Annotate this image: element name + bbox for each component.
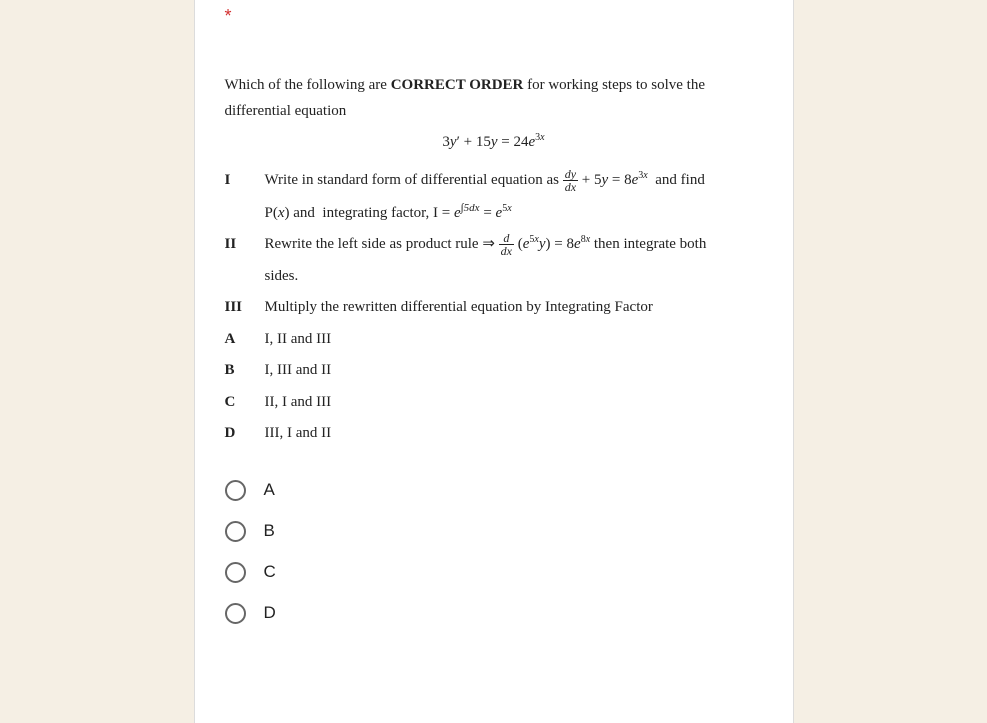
option-d[interactable]: D xyxy=(225,593,763,634)
answer-b-text: I, III and II xyxy=(265,355,763,387)
answer-d-label: D xyxy=(225,418,265,450)
step-ii-text-a: Rewrite the left side as product rule ⇒ xyxy=(265,236,499,252)
steps-table: I Write in standard form of differential… xyxy=(225,165,763,450)
step-ii-content: Rewrite the left side as product rule ⇒ … xyxy=(265,229,763,292)
answer-d-text: III, I and II xyxy=(265,418,763,450)
answer-a-text: I, II and III xyxy=(265,324,763,356)
option-c-label: C xyxy=(264,562,276,582)
answer-a-label: A xyxy=(225,324,265,356)
required-marker: * xyxy=(225,0,763,27)
step-i-text-c: P(x) and integrating factor, I = e∫5dx =… xyxy=(265,205,512,221)
answer-c: C II, I and III xyxy=(225,387,763,419)
option-a-label: A xyxy=(264,480,275,500)
radio-icon xyxy=(225,480,246,501)
option-c[interactable]: C xyxy=(225,552,763,593)
step-i-content: Write in standard form of differential e… xyxy=(265,165,763,229)
step-ii-text-b: (e5xy) = 8e8x then integrate both xyxy=(518,236,707,252)
step-ii-text-c: sides. xyxy=(265,268,299,284)
radio-icon xyxy=(225,562,246,583)
answer-c-text: II, I and III xyxy=(265,387,763,419)
spacer xyxy=(225,27,763,73)
q-intro: Which of the following are xyxy=(225,77,391,93)
answer-c-label: C xyxy=(225,387,265,419)
radio-icon xyxy=(225,521,246,542)
answer-a: A I, II and III xyxy=(225,324,763,356)
question-page: * Which of the following are CORRECT ORD… xyxy=(194,0,794,723)
step-i-label: I xyxy=(225,165,265,229)
radio-icon xyxy=(225,603,246,624)
radio-options: A B C D xyxy=(225,470,763,634)
step-ii-label: II xyxy=(225,229,265,292)
step-i-text-b: + 5y = 8e3x and find xyxy=(582,172,705,188)
option-b-label: B xyxy=(264,521,275,541)
step-iii-label: III xyxy=(225,292,265,324)
step-iii-content: Multiply the rewritten differential equa… xyxy=(265,292,763,324)
frac-dy-dx: dydx xyxy=(563,168,578,193)
option-b[interactable]: B xyxy=(225,511,763,552)
step-i-text-a: Write in standard form of differential e… xyxy=(265,172,563,188)
step-i: I Write in standard form of differential… xyxy=(225,165,763,229)
answer-b: B I, III and II xyxy=(225,355,763,387)
option-a[interactable]: A xyxy=(225,470,763,511)
answer-d: D III, I and II xyxy=(225,418,763,450)
step-ii: II Rewrite the left side as product rule… xyxy=(225,229,763,292)
question-text: Which of the following are CORRECT ORDER… xyxy=(225,73,763,124)
q-bold: CORRECT ORDER xyxy=(391,77,524,93)
main-equation: 3y′ + 15y = 24e3x xyxy=(225,132,763,151)
step-iii: III Multiply the rewritten differential … xyxy=(225,292,763,324)
option-d-label: D xyxy=(264,603,276,623)
frac-d-dx: ddx xyxy=(499,232,514,257)
answer-b-label: B xyxy=(225,355,265,387)
